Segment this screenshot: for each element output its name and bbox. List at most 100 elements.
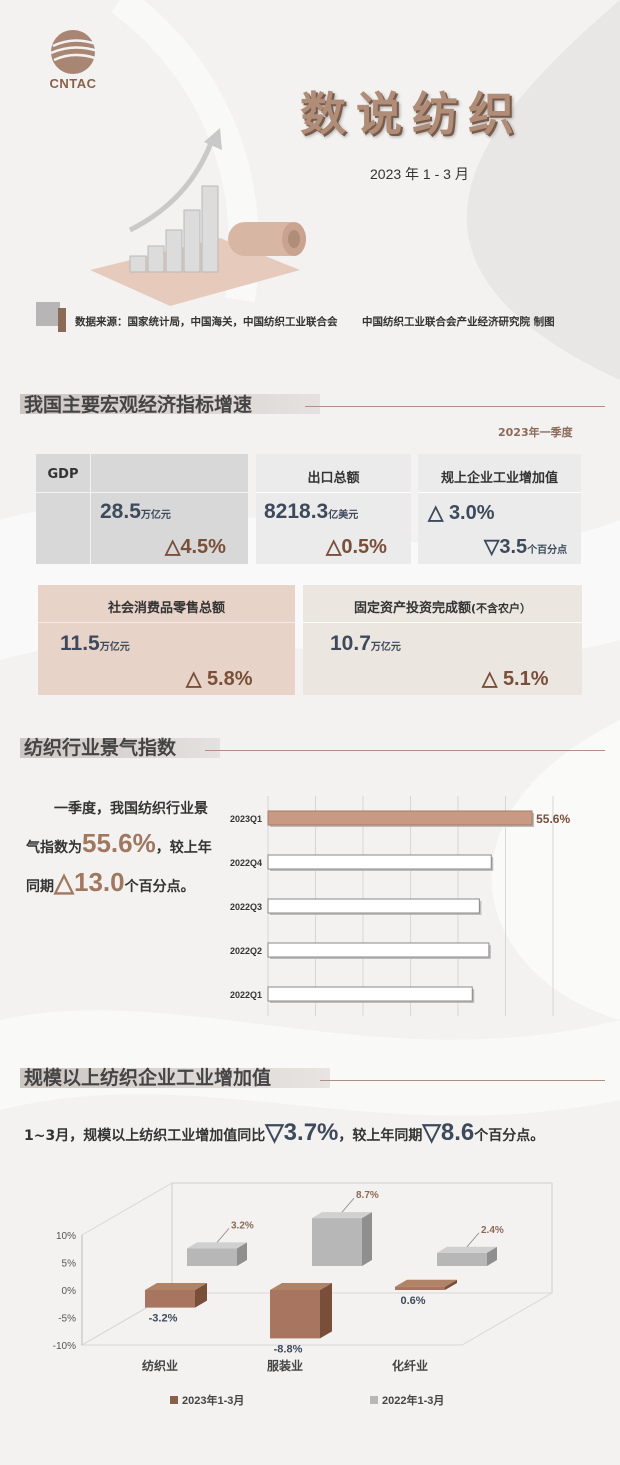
gdp-value-wrap: 28.5万亿元 (100, 500, 171, 524)
chart2-bar-2022-top (312, 1212, 372, 1219)
maker-credit: 中国纺织工业联合会产业经济研究院 制图 (362, 316, 555, 328)
gdp-card-sep (36, 492, 248, 493)
chart2-legend-swatch (370, 1396, 378, 1404)
value-added-description: 1~3月，规模以上纺织工业增加值同比▽3.7%，较上年同期▽8.6个百分点。 (24, 1118, 604, 1151)
chart2-bar-2023-side (445, 1279, 457, 1290)
chart1-category-label: 2023Q1 (230, 814, 262, 824)
chart2-legend-swatch (170, 1396, 178, 1404)
export-unit: 亿美元 (328, 510, 359, 521)
industry-card-sep (418, 492, 581, 493)
chart2-bar-2023 (270, 1290, 320, 1339)
chart1-category-label: 2022Q3 (230, 902, 262, 912)
va-change-2: ▽8.6 (422, 1119, 475, 1146)
sentiment-desc-b: ，较上年同期 (26, 840, 212, 895)
chart2-label-2022: 2.4% (481, 1225, 504, 1236)
source-marker-brown (58, 308, 66, 332)
retail-value: 11.5 (60, 632, 100, 655)
industry-diff-wrap: ▽3.5个百分点 (484, 534, 567, 559)
investment-card (303, 585, 582, 695)
chart1-bar (267, 854, 492, 870)
investment-change: △ 5.1% (482, 668, 549, 690)
chart1-bar (267, 986, 473, 1002)
va-desc-c: 个百分点。 (474, 1128, 545, 1144)
section-title-macro: 我国主要宏观经济指标增速 (24, 394, 253, 416)
export-value: 8218.3 (264, 500, 329, 523)
industry-label: 规上企业工业增加值 (440, 471, 558, 486)
chart1-bar (267, 898, 480, 914)
chart2-label-2022: 3.2% (231, 1220, 254, 1231)
chart2-legend-label: 2023年1-3月 (182, 1393, 244, 1407)
sentiment-desc-c: 个百分点。 (124, 879, 195, 895)
export-value-wrap: 8218.3亿美元 (264, 500, 358, 524)
chart2-category-label: 化纤业 (392, 1358, 428, 1373)
chart2-bar-2023 (145, 1290, 195, 1308)
retail-value-wrap: 11.5万亿元 (60, 632, 130, 656)
logo-text: CNTAC (49, 76, 97, 91)
retail-unit: 万亿元 (99, 642, 130, 653)
section-title-value-added: 规模以上纺织企业工业增加值 (24, 1067, 272, 1089)
chart2-label-2023: -8.8% (274, 1343, 303, 1355)
va-change-1: ▽3.7% (265, 1119, 339, 1146)
gdp-change: △4.5% (165, 536, 226, 558)
investment-label: 固定资产投资完成额 (353, 601, 471, 616)
chart2-top-edge (81, 1182, 173, 1236)
chart2-bar-2023-side (320, 1283, 332, 1339)
chart1-bar (267, 942, 490, 958)
retail-card (38, 585, 295, 695)
gdp-unit: 万亿元 (140, 510, 171, 521)
chart2-category-label: 纺织业 (142, 1358, 178, 1373)
chart2-bar-2022-side (237, 1242, 247, 1266)
section-divider (320, 1080, 605, 1081)
retail-label: 社会消费品零售总额 (107, 601, 225, 616)
data-source: 数据来源：国家统计局，中国海关，中国纺织工业联合会 (75, 316, 338, 328)
section-title-sentiment: 纺织行业景气指数 (24, 737, 177, 759)
chart2-bar-2022-side (362, 1212, 372, 1266)
export-change: △0.5% (326, 536, 387, 558)
chart2-y-tick: 0% (62, 1286, 77, 1297)
chart2-y-tick: 5% (62, 1259, 77, 1270)
chart2-label-2023: -3.2% (149, 1313, 178, 1325)
sentiment-desc-a: 一季度，我国纺织行业景气指数为 (26, 801, 208, 856)
gdp-card (36, 454, 248, 564)
chart2-bar-2023-top (270, 1283, 332, 1290)
industry-diff-value: ▽3.5 (484, 536, 528, 558)
chart2-bar-2022 (312, 1218, 362, 1266)
chart2-leader-line (341, 1197, 355, 1213)
sentiment-bar-chart: 0%10%20%30%40%50%60%2023Q155.6%2022Q4202… (230, 796, 570, 1016)
chart2-bar-2022-side (487, 1246, 497, 1266)
quarter-note: 2023年一季度 (498, 426, 573, 439)
chart2-bar-2022 (187, 1248, 237, 1266)
retail-card-sep (38, 622, 295, 623)
chart1-category-label: 2022Q2 (230, 946, 262, 956)
industry-change: △ 3.0% (428, 502, 495, 524)
export-label: 出口总额 (307, 471, 360, 486)
investment-value-wrap: 10.7万亿元 (330, 632, 401, 656)
chart2-bar-2023-top (145, 1283, 207, 1290)
chart2-bar-2023-side (195, 1283, 207, 1308)
value-added-3d-bar-chart: 10% 5% 0% -5% -10% 3.2% 8.7% 2.4% -3.2% -8.8% 0.6%… (53, 1182, 554, 1407)
investment-label-wrap: 固定资产投资完成额(不含农户） (303, 597, 582, 616)
chart1-category-label: 2022Q1 (230, 990, 262, 1000)
cntac-logo-icon (50, 30, 99, 74)
export-card-sep (256, 492, 411, 493)
chart2-category-label: 服装业 (267, 1358, 303, 1373)
chart2-leader-line (466, 1232, 480, 1248)
chart2-label-2023: 0.6% (400, 1295, 425, 1307)
chart2-bar-2023 (395, 1286, 445, 1290)
industry-diff-unit: 个百分点 (527, 545, 568, 556)
gdp-card-divider (90, 454, 91, 564)
section-band (20, 394, 320, 414)
retail-change: △ 5.8% (186, 668, 253, 690)
investment-value: 10.7 (330, 632, 371, 655)
page-title: 数说纺织 (300, 87, 524, 141)
chart1-bar (267, 810, 533, 826)
chart2-bar-2023-top (395, 1279, 457, 1287)
va-desc-b: ，较上年同期 (338, 1128, 423, 1144)
chart2-leader-line (216, 1228, 230, 1243)
chart2-bar-2022-top (187, 1242, 247, 1249)
chart2-bar-2022-top (437, 1246, 497, 1253)
chart2-y-tick: -10% (53, 1341, 76, 1352)
chart2-y-tick: -5% (58, 1314, 76, 1325)
chart1-value-label: 55.6% (536, 812, 570, 826)
gdp-value: 28.5 (100, 500, 141, 523)
